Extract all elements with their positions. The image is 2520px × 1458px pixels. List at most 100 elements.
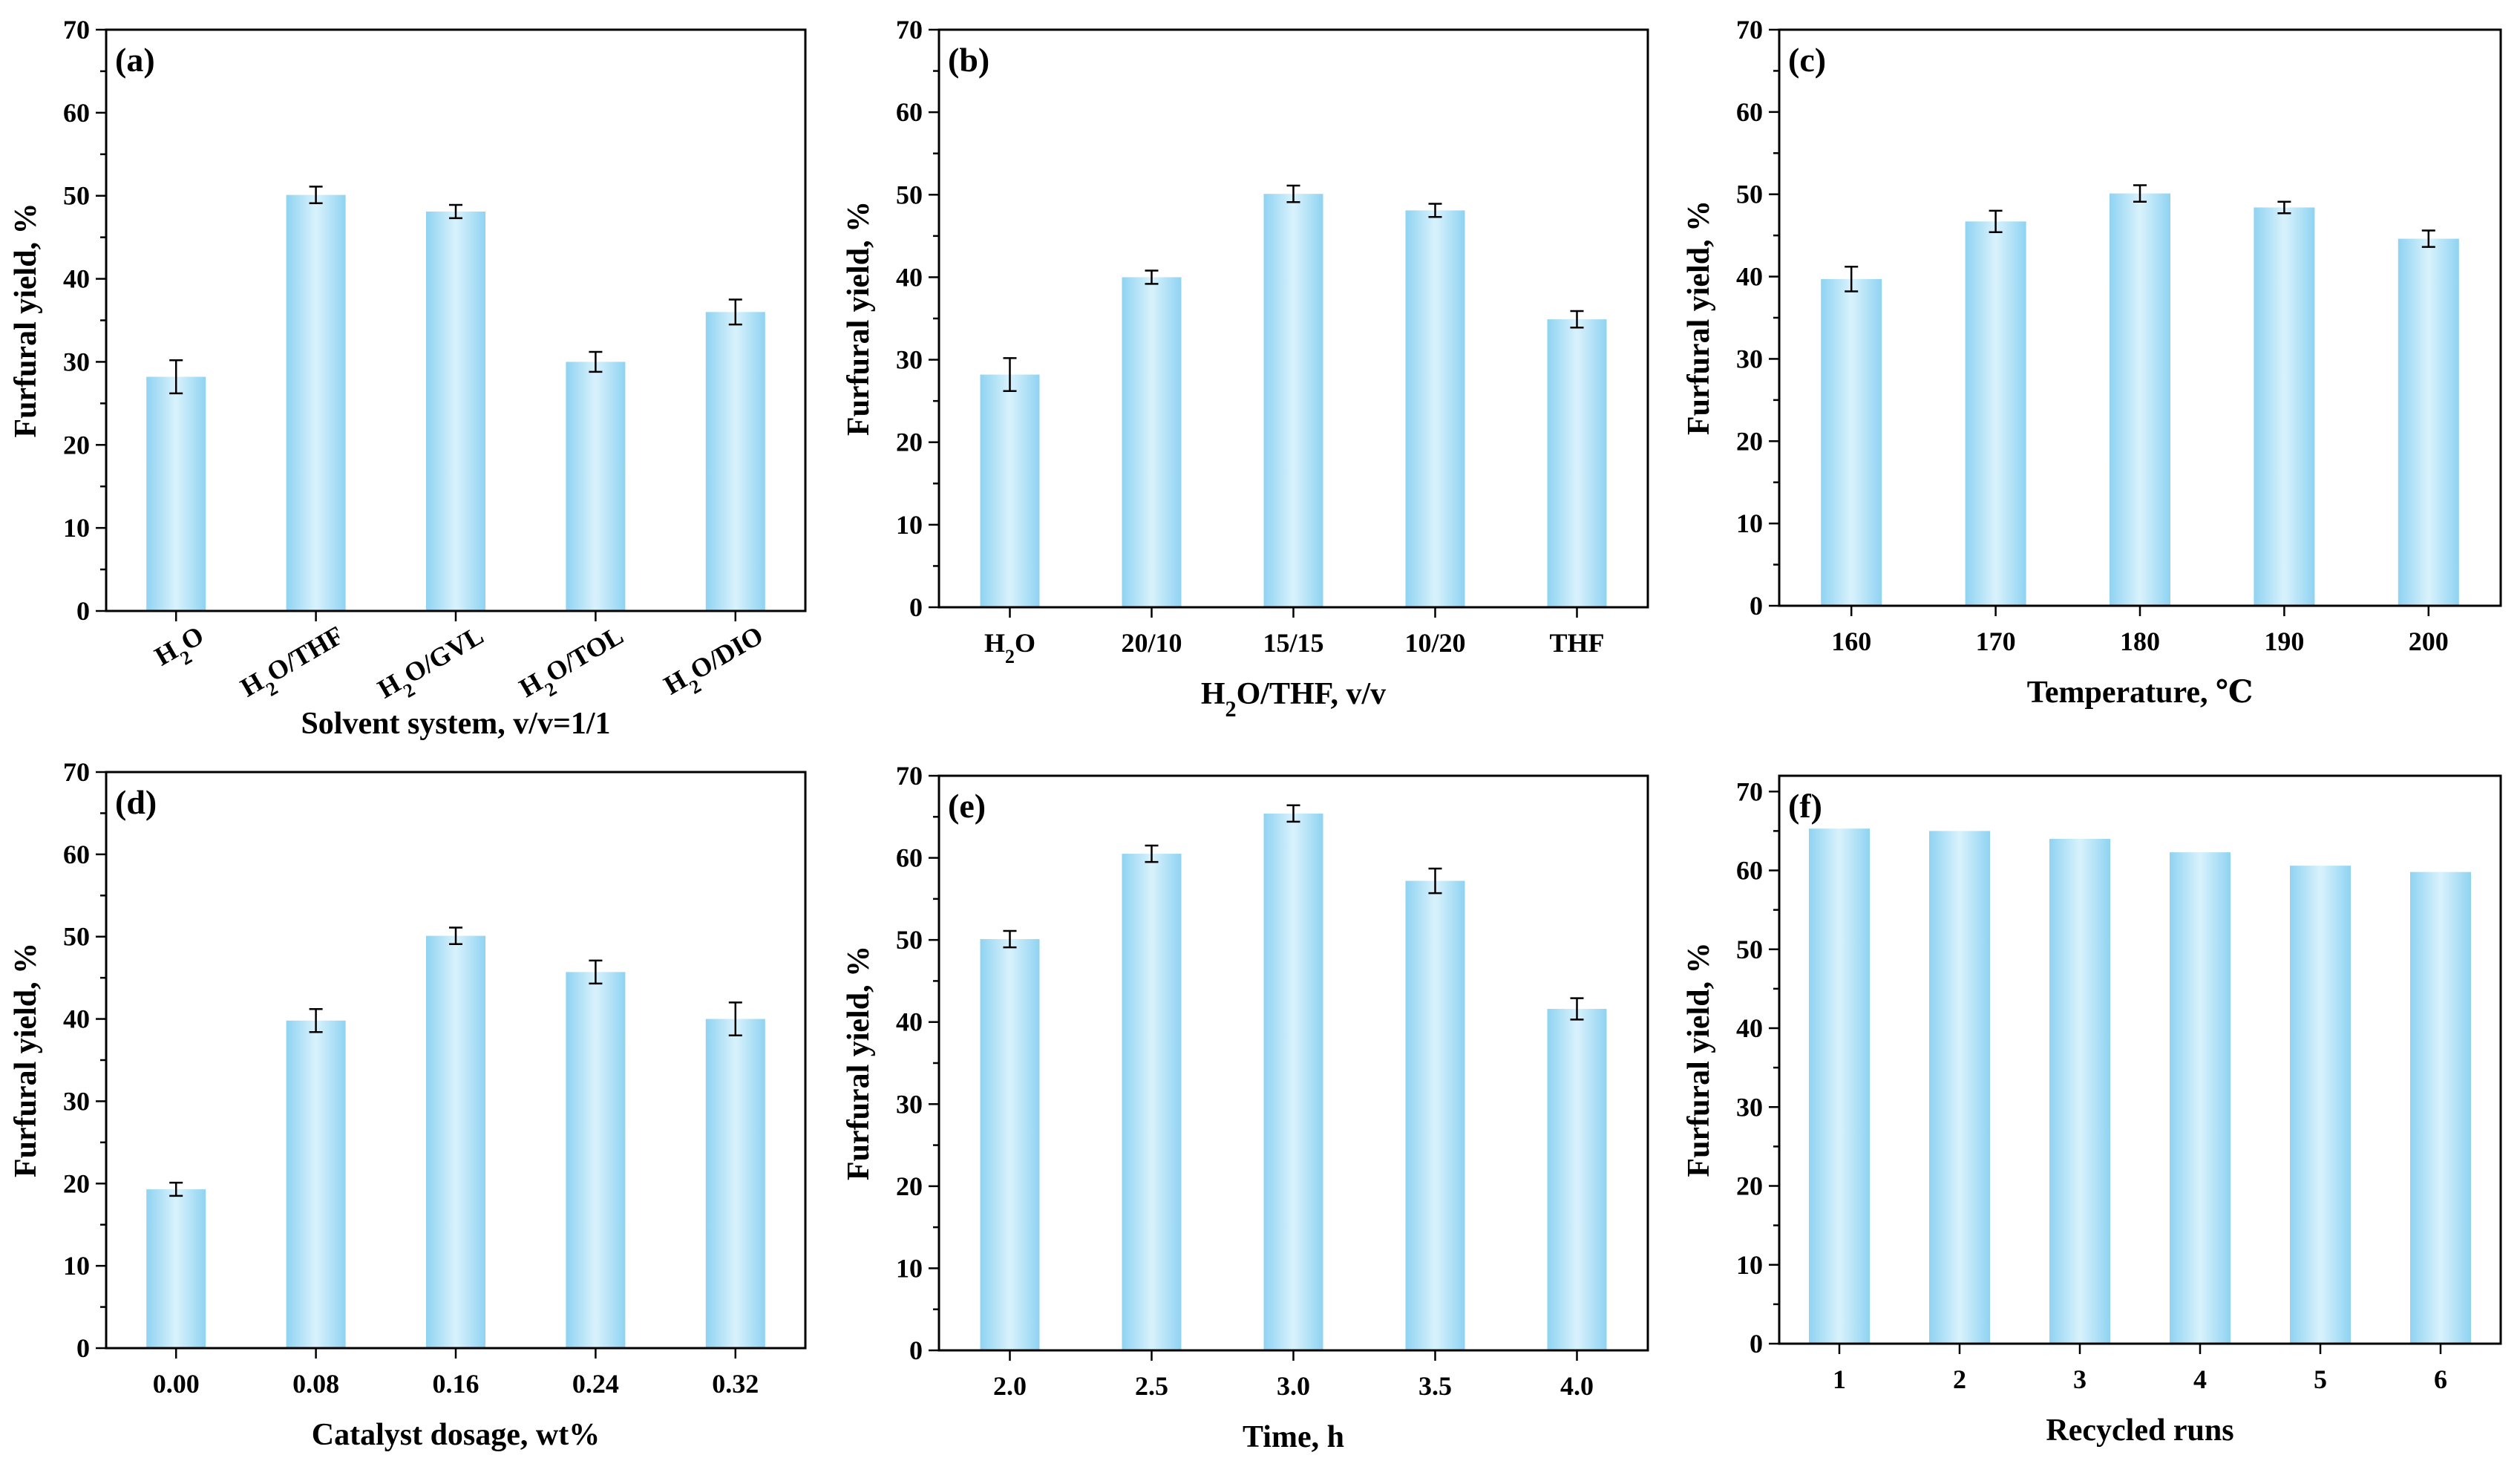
bar — [1263, 813, 1323, 1350]
x-tick-label-main: 10/20 — [1404, 628, 1465, 658]
x-tick-label: 2 — [1953, 1364, 1966, 1394]
error-bar — [1145, 844, 1159, 863]
bar — [1122, 854, 1182, 1350]
x-tick-label-main: THF — [1549, 628, 1604, 658]
x-tick-label: 10/20 — [1404, 628, 1465, 658]
x-tick-label-main: 160 — [1831, 627, 1871, 656]
bar — [2254, 207, 2315, 606]
bar — [426, 211, 485, 611]
bar — [705, 1019, 765, 1348]
y-tick-label: 10 — [896, 510, 923, 540]
x-axis-title: Temperature, ℃ — [2027, 676, 2254, 710]
y-tick-label: 30 — [1736, 1092, 1763, 1122]
y-tick-label: 50 — [63, 922, 90, 952]
y-tick-label: 20 — [896, 428, 923, 457]
x-tick-label-rest: O/GVL — [399, 620, 488, 689]
y-tick-label: 50 — [896, 925, 923, 955]
x-tick-label: 3 — [2073, 1364, 2087, 1394]
y-tick-label: 60 — [896, 843, 923, 873]
x-tick-label: 0.24 — [572, 1369, 619, 1399]
x-tick-label-rest: O — [1015, 628, 1035, 658]
chart-panel-a: 0 10 20 30 40 50 60 70 H2O H2O/THF H2O/GVL H2O/TOL H… — [9, 15, 807, 741]
error-bar — [449, 926, 462, 945]
x-tick-label-main: 0.24 — [572, 1369, 619, 1399]
x-tick-label: 190 — [2264, 627, 2304, 656]
bar — [1965, 221, 2026, 607]
bar — [1547, 319, 1607, 607]
y-tick-label: 20 — [1736, 1171, 1763, 1201]
y-tick-label: 40 — [896, 262, 923, 292]
x-tick-label-main: H — [984, 628, 1005, 658]
x-axis-title: H2O/THF, v/v — [1201, 677, 1386, 722]
x-tick-label-rest: O/DIO — [685, 620, 768, 685]
x-tick-label-main: 2 — [1953, 1364, 1966, 1394]
x-axis-title: Catalyst dosage, wt% — [312, 1418, 600, 1452]
panel-label: (d) — [115, 783, 157, 821]
x-tick-label-main: 170 — [1976, 627, 2016, 656]
y-tick-label: 10 — [1736, 509, 1763, 538]
x-tick-label-subscript: 2 — [1005, 646, 1015, 667]
y-axis-title: Furfural yield, % — [842, 201, 876, 436]
bar — [980, 374, 1040, 607]
y-tick-label: 0 — [1750, 591, 1763, 621]
y-tick-label: 30 — [63, 1086, 90, 1116]
x-tick-label: 160 — [1831, 627, 1871, 656]
error-bar — [2133, 184, 2147, 203]
error-bar — [1845, 266, 1859, 292]
panel-label: (e) — [948, 787, 986, 825]
x-tick-label: 3.5 — [1418, 1371, 1452, 1401]
y-tick-label: 40 — [1736, 1013, 1763, 1043]
error-bar — [728, 298, 742, 326]
x-tick-label: 0.32 — [712, 1369, 759, 1399]
y-tick-label: 30 — [63, 347, 90, 376]
error-bar — [169, 359, 183, 395]
y-tick-label: 50 — [63, 181, 90, 211]
y-tick-label: 10 — [896, 1253, 923, 1283]
bar — [1821, 278, 1882, 606]
y-tick-label: 20 — [1736, 426, 1763, 456]
chart-panel-e: 0 10 20 30 40 50 60 70 2.0 2.5 3.0 3.5 4.0 Time, h Fur… — [842, 761, 1649, 1454]
error-bar — [1286, 184, 1300, 203]
bar — [146, 1189, 206, 1348]
y-tick-label: 30 — [1736, 344, 1763, 373]
y-tick-label: 70 — [63, 15, 90, 45]
x-tick-label-main: 3.0 — [1277, 1371, 1310, 1401]
x-tick-label: 2.0 — [993, 1371, 1027, 1401]
x-tick-label-main: 4 — [2193, 1364, 2207, 1394]
x-tick-label-main: 3 — [2073, 1364, 2087, 1394]
y-tick-label: 0 — [1750, 1329, 1763, 1359]
y-tick-label: 60 — [896, 97, 923, 127]
x-tick-label: H2O/TOL — [514, 620, 633, 711]
error-bar — [2421, 229, 2435, 248]
bar — [2398, 238, 2459, 606]
y-tick-label: 60 — [1736, 97, 1763, 127]
y-tick-label: 70 — [896, 761, 923, 791]
error-bar — [1003, 929, 1017, 949]
y-tick-label: 20 — [63, 430, 90, 460]
error-bar — [169, 1181, 183, 1197]
x-tick-label: 170 — [1976, 627, 2016, 656]
x-tick-label-main: 1 — [1833, 1364, 1846, 1394]
y-tick-label: 40 — [63, 264, 90, 294]
x-axis-title: Solvent system, v/v=1/1 — [301, 707, 610, 741]
x-tick-label: 5 — [2314, 1364, 2327, 1394]
bar — [1929, 831, 1990, 1344]
y-tick-label: 0 — [909, 1336, 923, 1365]
bar — [1405, 210, 1465, 608]
x-axis-title-rest: O/THF, v/v — [1237, 677, 1387, 711]
x-tick-label: 4 — [2193, 1364, 2207, 1394]
y-tick-label: 0 — [76, 1333, 90, 1363]
x-tick-label-main: 2.5 — [1135, 1371, 1168, 1401]
y-tick-label: 60 — [63, 840, 90, 869]
bar — [1122, 277, 1182, 607]
y-tick-label: 70 — [896, 15, 923, 45]
y-tick-label: 0 — [909, 592, 923, 622]
error-bar — [449, 203, 462, 220]
y-tick-label: 10 — [63, 1251, 90, 1281]
error-bar — [1989, 209, 2003, 233]
error-bar — [1428, 867, 1442, 895]
error-bar — [1003, 357, 1017, 393]
bar — [566, 362, 626, 611]
x-tick-label-main: 6 — [2434, 1364, 2447, 1394]
y-tick-label: 50 — [896, 180, 923, 209]
